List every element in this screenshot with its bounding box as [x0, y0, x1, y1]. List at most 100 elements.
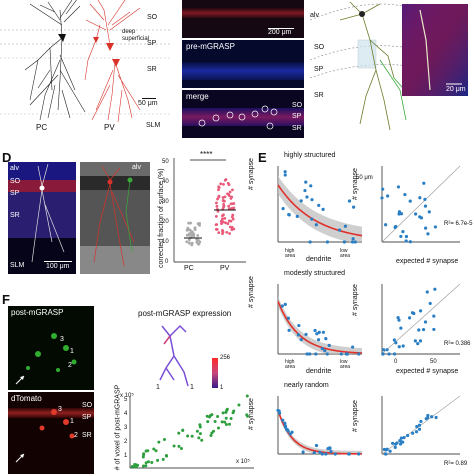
f-ytick-2: 2	[124, 439, 128, 445]
e-row3-r2: R²= 0.89	[444, 461, 468, 467]
e-data-point	[310, 217, 314, 221]
d-pc-point	[195, 240, 199, 244]
d-pv-point	[225, 230, 229, 234]
f-cell-1-bottom: 1	[70, 418, 74, 425]
f-data-point	[212, 429, 216, 433]
e-corr-point	[419, 216, 424, 220]
e-row2-high-area: high area	[285, 359, 296, 370]
e-corr-point	[430, 415, 434, 419]
d-pv-point	[215, 227, 219, 231]
e-corr-point	[426, 413, 430, 418]
f-chart-title: post-mGRASP expression	[138, 309, 232, 318]
f-data-point	[213, 420, 217, 424]
e-row3-decay-plot	[276, 396, 363, 456]
e-data-point	[314, 223, 318, 227]
f-data-point	[237, 403, 241, 407]
e-corr-point	[385, 348, 389, 352]
b-scale-label: 200 μm	[268, 29, 292, 36]
d-pv-point	[226, 192, 229, 196]
pc-soma	[58, 34, 66, 42]
d-pv-point	[232, 206, 236, 210]
e-data-point	[347, 199, 352, 203]
d-significance: ****	[200, 150, 213, 159]
d-slm-label: SLM	[10, 262, 25, 269]
e-corr-point	[384, 223, 388, 227]
d-pv-point	[214, 214, 218, 218]
e-data-point	[353, 240, 357, 244]
e-data-point	[317, 203, 321, 207]
e-row1-high-area: high area	[285, 248, 296, 259]
e-right-xtick-50: 50	[430, 359, 437, 365]
f-post-mgrasp-image: post-mGRASP 3 1 2	[8, 306, 94, 390]
d-pv-point	[215, 201, 218, 205]
e-data-point	[301, 450, 305, 454]
f-post-mgrasp-label: post-mGRASP	[11, 308, 64, 317]
layer-so-label: SO	[147, 14, 158, 21]
f-data-point	[224, 422, 228, 426]
e-corr-point	[402, 435, 406, 440]
f-data-point	[205, 414, 209, 418]
e-row-2: modestly structured R²= 0.386 high area …	[266, 270, 474, 380]
d-pv-point	[230, 225, 234, 229]
e-corr-point	[384, 452, 388, 456]
e-data-point	[283, 425, 288, 429]
e-corr-point	[398, 438, 402, 443]
e-data-point	[299, 338, 303, 342]
e-corr-point	[392, 338, 396, 342]
f-colorbar	[212, 358, 218, 388]
f-data-point	[152, 447, 156, 451]
e-corr-point	[433, 287, 437, 291]
panel-d-letter: D	[2, 150, 12, 165]
f-data-point	[216, 426, 220, 430]
e-corr-point	[397, 318, 401, 322]
f-data-point	[220, 420, 224, 424]
d-pv-point	[215, 204, 219, 208]
f-data-point	[224, 410, 228, 414]
d-pv-point	[224, 221, 227, 225]
e-corr-point	[404, 239, 408, 243]
e-corr-point	[393, 445, 397, 450]
d-pc-point	[187, 241, 191, 245]
e-corr-point	[428, 301, 432, 306]
pc-label: PC	[36, 123, 48, 132]
e-data-point	[327, 343, 331, 347]
d-ytick-20: 20	[162, 219, 169, 225]
e-data-point	[281, 207, 285, 211]
e-data-point	[304, 332, 308, 337]
e-row1-r2: R²= 6.7e-5	[444, 221, 473, 227]
e-data-point	[337, 228, 342, 232]
f-data-point	[195, 429, 199, 433]
f-data-point	[154, 449, 158, 453]
f-data-point	[147, 460, 151, 464]
e-corr-point	[399, 436, 403, 440]
e-data-point	[329, 449, 333, 454]
e-data-point	[325, 352, 329, 356]
pre-mgrasp-label: pre-mGRASP	[186, 42, 235, 51]
e-data-point	[314, 443, 319, 448]
f-data-point	[142, 452, 146, 456]
e-data-point	[333, 452, 337, 456]
f-data-point	[163, 437, 167, 441]
d-pc-point	[193, 226, 197, 230]
e-data-point	[321, 330, 325, 334]
e-ylabel-right-2: # synapse	[352, 284, 359, 316]
f-data-point	[164, 453, 168, 457]
d-pv-point	[222, 182, 225, 186]
deep-superficial-label: deep superficial	[122, 29, 150, 42]
e-data-point	[314, 352, 318, 356]
e-corr-point	[411, 431, 415, 435]
f-data-point	[156, 458, 160, 462]
e-data-point	[339, 352, 343, 356]
e-corr-point	[433, 225, 438, 229]
f-data-point	[198, 425, 202, 429]
e-data-point	[352, 205, 356, 209]
f-data-point	[134, 465, 138, 469]
d-pv-point	[230, 228, 234, 232]
d-ytick-10: 10	[162, 239, 169, 245]
e-row1-scale: 50 μm	[356, 175, 373, 181]
e-data-point	[287, 328, 291, 332]
c-neuron-dendrites	[339, 1, 395, 131]
d-pc-point	[196, 234, 200, 237]
d-cell-drawing	[31, 163, 65, 263]
e-data-point	[286, 316, 291, 320]
